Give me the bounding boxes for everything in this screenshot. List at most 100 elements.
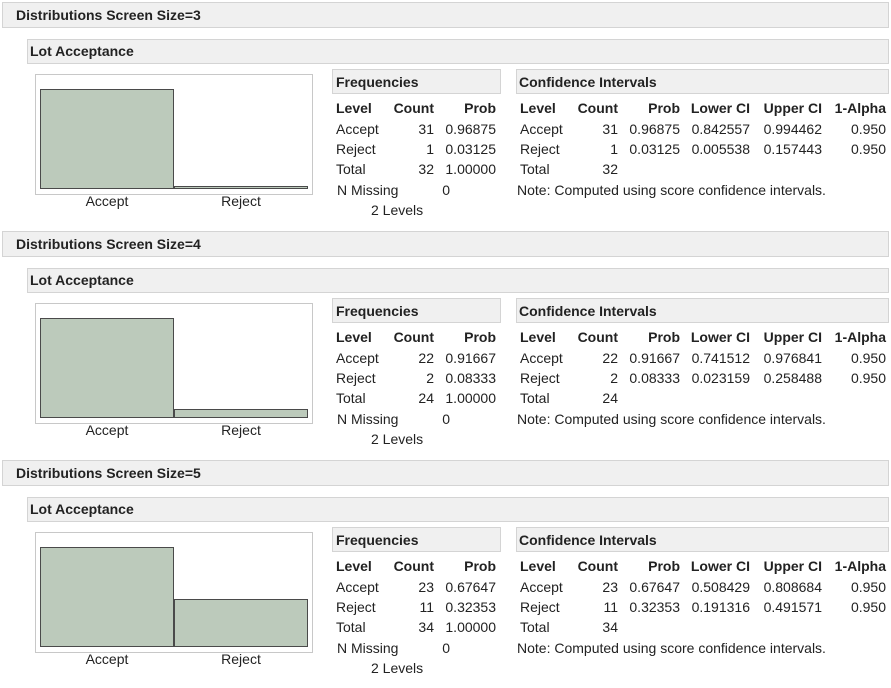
table-title: Frequencies bbox=[336, 303, 419, 319]
table-cell: 34 bbox=[418, 619, 434, 635]
subsection-header bbox=[27, 268, 889, 293]
n-missing-value: 0 bbox=[442, 411, 450, 427]
table-cell: 23 bbox=[602, 579, 618, 595]
column-header: Level bbox=[520, 558, 556, 574]
column-header: Lower CI bbox=[690, 558, 750, 574]
column-header: Lower CI bbox=[690, 100, 750, 116]
section-header bbox=[2, 231, 889, 257]
table-cell: 2 bbox=[610, 370, 618, 386]
table-cell: 0.32353 bbox=[445, 599, 496, 615]
table-title: Confidence Intervals bbox=[519, 303, 657, 319]
column-header: Count bbox=[577, 329, 618, 345]
table-cell: 0.258488 bbox=[763, 370, 822, 386]
table-cell: Reject bbox=[520, 599, 560, 615]
table-cell: 0.191316 bbox=[691, 599, 750, 615]
table-cell: 24 bbox=[418, 390, 434, 406]
table-title: Confidence Intervals bbox=[519, 532, 657, 548]
section-title: Distributions Screen Size=5 bbox=[16, 465, 201, 481]
column-header: Prob bbox=[648, 100, 680, 116]
table-cell: 1 bbox=[426, 141, 434, 157]
column-header: Count bbox=[577, 558, 618, 574]
table-cell: Total bbox=[520, 619, 550, 635]
table-title: Confidence Intervals bbox=[519, 74, 657, 90]
n-missing-label: N Missing bbox=[337, 182, 399, 198]
table-cell: Total bbox=[336, 619, 366, 635]
bar bbox=[40, 547, 174, 647]
table-cell: 32 bbox=[418, 161, 434, 177]
table-cell: 0.005538 bbox=[691, 141, 750, 157]
table-cell: Accept bbox=[520, 350, 563, 366]
table-cell: Reject bbox=[520, 141, 560, 157]
table-cell: Accept bbox=[520, 121, 563, 137]
table-cell: 1 bbox=[610, 141, 618, 157]
category-label: Reject bbox=[221, 651, 261, 667]
table-cell: Accept bbox=[336, 579, 379, 595]
table-header bbox=[516, 69, 889, 94]
table-cell: 0.842557 bbox=[691, 121, 750, 137]
column-header: Prob bbox=[648, 558, 680, 574]
table-title: Frequencies bbox=[336, 532, 419, 548]
column-header: Lower CI bbox=[690, 329, 750, 345]
table-cell: 31 bbox=[418, 121, 434, 137]
table-cell: 32 bbox=[602, 161, 618, 177]
table-cell: Accept bbox=[336, 121, 379, 137]
table-header bbox=[516, 298, 889, 323]
column-header: Count bbox=[393, 558, 434, 574]
category-label: Accept bbox=[85, 422, 129, 438]
column-header: Prob bbox=[464, 100, 496, 116]
table-cell: 0.950 bbox=[850, 370, 886, 386]
table-cell: 0.976841 bbox=[763, 350, 822, 366]
column-header: Count bbox=[577, 100, 618, 116]
table-cell: Reject bbox=[336, 599, 376, 615]
table-cell: 0.03125 bbox=[629, 141, 680, 157]
table-cell: 22 bbox=[418, 350, 434, 366]
section-header bbox=[2, 2, 889, 28]
category-label: Reject bbox=[221, 422, 261, 438]
column-header: Prob bbox=[464, 329, 496, 345]
table-cell: 0.157443 bbox=[763, 141, 822, 157]
table-cell: 11 bbox=[603, 599, 618, 615]
table-cell: 1.00000 bbox=[445, 161, 496, 177]
table-cell: 0.023159 bbox=[691, 370, 750, 386]
column-header: Prob bbox=[648, 329, 680, 345]
table-cell: 0.67647 bbox=[445, 579, 496, 595]
bar bbox=[174, 599, 308, 647]
bar bbox=[40, 318, 174, 418]
table-cell: 2 bbox=[426, 370, 434, 386]
bar bbox=[40, 89, 174, 189]
note: Note: Computed using score confidence in… bbox=[517, 640, 826, 656]
column-header: 1-Alpha bbox=[834, 100, 886, 116]
table-cell: Total bbox=[520, 390, 550, 406]
column-header: Prob bbox=[464, 558, 496, 574]
column-header: Upper CI bbox=[763, 329, 822, 345]
table-cell: 31 bbox=[602, 121, 618, 137]
table-cell: 0.08333 bbox=[445, 370, 496, 386]
column-header: Level bbox=[336, 329, 372, 345]
subsection-header bbox=[27, 497, 889, 522]
table-header bbox=[332, 298, 501, 323]
table-cell: 0.950 bbox=[850, 579, 886, 595]
table-cell: Reject bbox=[336, 141, 376, 157]
column-header: Level bbox=[336, 558, 372, 574]
n-missing-label: N Missing bbox=[337, 640, 399, 656]
section-title: Distributions Screen Size=4 bbox=[16, 236, 201, 252]
table-cell: 0.741512 bbox=[691, 350, 750, 366]
table-cell: 0.808684 bbox=[763, 579, 822, 595]
table-cell: 0.950 bbox=[850, 121, 886, 137]
n-missing-value: 0 bbox=[442, 640, 450, 656]
subsection-title: Lot Acceptance bbox=[30, 43, 134, 59]
table-cell: 1.00000 bbox=[445, 390, 496, 406]
table-title: Frequencies bbox=[336, 74, 419, 90]
column-header: 1-Alpha bbox=[834, 329, 886, 345]
column-header: Level bbox=[520, 329, 556, 345]
table-cell: 0.950 bbox=[850, 599, 886, 615]
table-cell: 11 bbox=[419, 599, 434, 615]
note: Note: Computed using score confidence in… bbox=[517, 411, 826, 427]
table-cell: 0.03125 bbox=[445, 141, 496, 157]
table-cell: Total bbox=[336, 390, 366, 406]
table-cell: 0.96875 bbox=[629, 121, 680, 137]
table-cell: 0.32353 bbox=[629, 599, 680, 615]
bar bbox=[174, 185, 308, 189]
bar bbox=[174, 408, 308, 418]
